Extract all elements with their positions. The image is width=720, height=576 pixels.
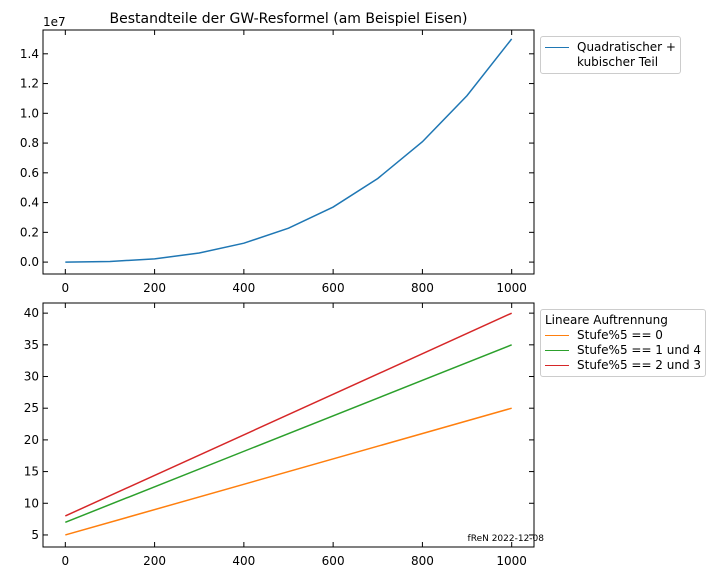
legend-label: Stufe%5 == 0 [577, 328, 663, 342]
legend: Lineare Auftrennung Stufe%5 == 0 Stufe%5 =… [540, 309, 707, 377]
x-tick-label: 600 [322, 281, 345, 295]
y-tick-label: 35 [24, 338, 39, 352]
x-tick-label: 600 [322, 554, 345, 568]
y-tick-label: 30 [24, 370, 39, 384]
legend-label: Stufe%5 == 1 und 4 [577, 343, 702, 357]
line [65, 38, 513, 263]
line [65, 407, 512, 536]
y-tick-label: 0.8 [20, 136, 39, 150]
y-tick-label: 1.2 [20, 77, 39, 91]
legend-item: Stufe%5 == 1 und 4 [545, 343, 701, 358]
legend-item: Stufe%5 == 0 [545, 328, 701, 343]
y-tick-label: 1.0 [20, 106, 39, 120]
plot-frame [42, 29, 535, 275]
y-tick-label: 5 [31, 528, 39, 542]
legend: Quadratischer + kubischer Teil [540, 36, 681, 74]
chart-title: Bestandteile der GW-Resformel (am Beispi… [109, 11, 467, 27]
x-tick-label: 0 [61, 281, 69, 295]
legend-swatch [545, 335, 569, 336]
y-tick-label: 0.2 [20, 225, 39, 239]
plot-frame [42, 302, 535, 548]
x-tick-label: 0 [61, 554, 69, 568]
y-offset-label: 1e7 [43, 15, 66, 29]
y-tick-label: 1.4 [20, 47, 39, 61]
x-tick-label: 800 [411, 554, 434, 568]
y-tick-label: 25 [24, 401, 39, 415]
legend-label: Quadratischer + kubischer Teil [577, 40, 676, 69]
y-tick-label: 15 [24, 465, 39, 479]
annotation: fReN 2022-12-08 [468, 534, 545, 544]
y-tick-label: 0.0 [20, 255, 39, 269]
y-tick-label: 0.6 [20, 166, 39, 180]
legend-swatch [545, 350, 569, 351]
y-tick-label: 10 [24, 496, 39, 510]
y-tick-label: 0.4 [20, 196, 39, 210]
line [65, 312, 512, 517]
x-tick-label: 400 [232, 554, 255, 568]
legend-label: Stufe%5 == 2 und 3 [577, 358, 702, 372]
x-tick-label: 800 [411, 281, 434, 295]
legend-item: Stufe%5 == 2 und 3 [545, 358, 701, 373]
y-tick-label: 40 [24, 306, 39, 320]
x-tick-label: 1000 [496, 554, 527, 568]
legend-title: Lineare Auftrennung [545, 313, 668, 327]
x-tick-label: 200 [143, 554, 166, 568]
x-tick-label: 200 [143, 281, 166, 295]
y-tick-label: 20 [24, 433, 39, 447]
x-tick-label: 400 [232, 281, 255, 295]
legend-swatch [545, 47, 569, 48]
legend-item: Quadratischer + kubischer Teil [545, 40, 676, 70]
line [65, 344, 512, 523]
x-tick-label: 1000 [496, 281, 527, 295]
legend-swatch [545, 365, 569, 366]
